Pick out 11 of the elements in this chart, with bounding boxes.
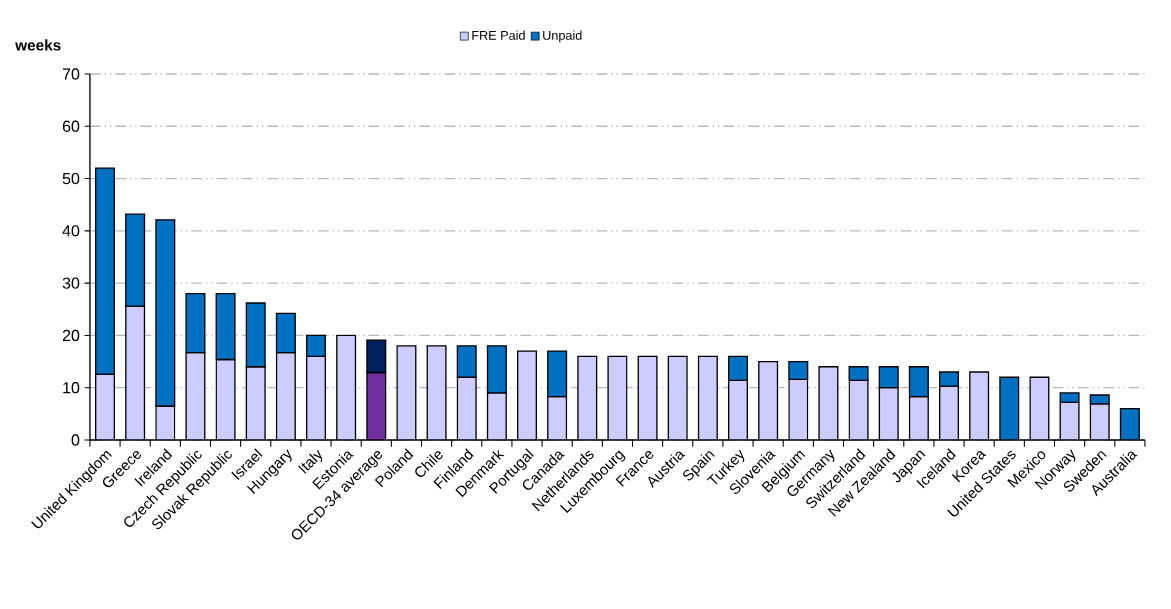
y-tick-label: 0	[71, 434, 80, 446]
legend-label: Unpaid	[543, 30, 582, 43]
y-tick-label: 60	[62, 120, 80, 132]
y-tick-label: 20	[62, 329, 80, 342]
legend-label: FRE Paid	[472, 30, 525, 40]
y-tick-label: 30	[62, 277, 80, 289]
y-axis-title: weeks	[15, 39, 61, 51]
y-tick-label: 50	[62, 172, 80, 185]
y-tick-label: 70	[62, 68, 80, 80]
y-tick-label: 40	[62, 225, 80, 237]
y-tick-label: 10	[63, 382, 80, 394]
